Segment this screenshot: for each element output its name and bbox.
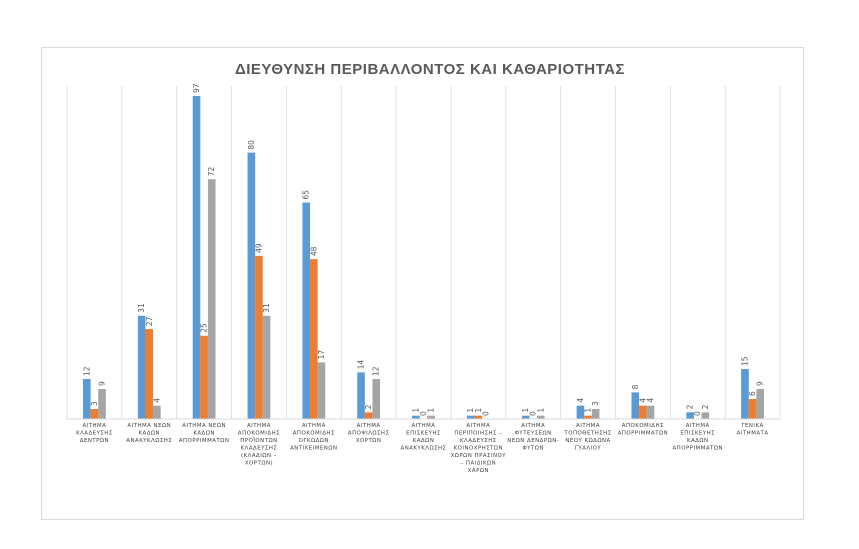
- value-label: 3: [90, 401, 99, 406]
- bar: [701, 412, 710, 419]
- category-label: ΑΙΤΗΜΑ ΑΠΟΚΟΜΙΔΗΣ ΠΡΟΪΟΝΤΩΝ ΚΛΑΔΕΥΣΗΣ (ΚΛΑΔΙ…: [238, 423, 280, 467]
- category-label: ΓΕΝΙΚΑ ΑΙΤΗΜΑΤΑ: [737, 423, 769, 437]
- value-label: 0: [529, 411, 538, 416]
- value-label: 9: [756, 381, 765, 386]
- category-label: ΑΙΤΗΜΑ ΑΠΟΚΟΜΙΔΗΣ ΟΓΚΩΔΩΝ ΑΝΤΙΚΕΙΜΕΝΩΝ: [290, 423, 337, 452]
- value-label: 31: [137, 303, 146, 313]
- value-label: 1: [411, 408, 420, 413]
- category-separators: [66, 86, 781, 419]
- bar: [302, 202, 311, 419]
- value-label: 80: [247, 140, 256, 150]
- value-label: 1: [536, 408, 545, 413]
- value-label: 15: [740, 356, 749, 366]
- chart-title: ΔΙΕΥΘΥΝΣΗ ΠΕΡΙΒΑΛΛΟΝΤΟΣ ΚΑΙ ΚΑΘΑΡΙΟΤΗΤΑΣ: [235, 61, 625, 78]
- category-label: ΑΙΤΗΜΑ ΝΕΩΝ ΚΑΔΩΝ ΑΝΑΚΥΚΛΩΣΗΣ: [126, 423, 172, 444]
- category-label: ΑΙΤΗΜΑ ΝΕΩΝ ΚΑΔΩΝ ΑΠΟΡΡΙΜΜΑΤΩΝ: [179, 423, 230, 444]
- bar: [200, 335, 208, 419]
- bar: [364, 412, 373, 419]
- bar: [310, 259, 318, 419]
- bar: [646, 405, 655, 419]
- value-label: 0: [419, 411, 428, 416]
- value-label: 14: [357, 360, 366, 370]
- bar: [536, 415, 545, 419]
- bar-chart: ΔΙΕΥΘΥΝΣΗ ΠΕΡΙΒΑΛΛΟΝΤΟΣ ΚΑΙ ΚΑΘΑΡΙΟΤΗΤΑΣ…: [66, 61, 781, 474]
- bar: [584, 415, 592, 419]
- bar: [192, 95, 201, 420]
- bar: [83, 379, 91, 419]
- bar: [756, 389, 764, 419]
- value-label: 1: [427, 408, 436, 413]
- value-label: 6: [748, 391, 757, 396]
- value-label: 97: [192, 83, 201, 93]
- bar: [466, 415, 475, 419]
- bar: [631, 392, 640, 419]
- value-label: 65: [302, 190, 311, 200]
- value-label: 1: [474, 408, 483, 413]
- value-label: 12: [82, 366, 91, 376]
- value-label: 0: [481, 411, 490, 416]
- bars-group: [83, 95, 764, 420]
- value-label: 8: [631, 384, 640, 389]
- category-label: ΑΙΤΗΜΑ ΑΠΟΨΙΛΩΣΗΣ ΧΟΡΤΩΝ: [348, 423, 390, 444]
- bar: [317, 362, 326, 419]
- bar: [748, 399, 757, 419]
- bar: [90, 409, 99, 419]
- value-label: 48: [309, 246, 318, 256]
- category-label: ΑΠΟΚΟΜΙΔΗΣ ΑΠΟΡΡΙΜΜΑΤΩΝ: [618, 423, 669, 437]
- value-label: 9: [98, 381, 107, 386]
- category-label: ΑΙΤΗΜΑ ΕΠΙΣΚΕΥΗΣ ΚΑΔΩΝ ΑΝΑΚΥΚΛΩΣΗΣ: [401, 423, 447, 452]
- value-label: 25: [200, 323, 209, 333]
- bar: [98, 389, 106, 419]
- value-label: 2: [364, 404, 373, 409]
- value-label: 72: [207, 166, 216, 176]
- value-label: 2: [701, 404, 710, 409]
- bar: [262, 315, 271, 419]
- value-label: 4: [576, 398, 585, 403]
- bar: [474, 415, 483, 419]
- value-label: 1: [521, 408, 530, 413]
- bar: [372, 379, 381, 419]
- category-label: ΑΙΤΗΜΑ ΠΕΡΙΠΟΙΗΣΗΣ – ΚΛΑΔΕΥΣΗΣ ΚΟΙΝΟΧΡΗΣΤΩΝ…: [451, 423, 507, 474]
- bar: [521, 415, 530, 419]
- value-label: 31: [262, 303, 271, 313]
- category-label: ΑΙΤΗΜΑ ΦΥΤΕΥΣΕΩΝ ΝΕΩΝ ΔΕΝΔΡΩΝ-ΦΥΤΩΝ: [507, 423, 559, 452]
- value-label: 4: [646, 398, 655, 403]
- value-label: 27: [145, 316, 154, 326]
- category-label: ΑΙΤΗΜΑ ΚΛΑΔΕΥΣΗΣ ΔΕΝΤΡΩΝ: [76, 423, 113, 444]
- category-labels-group: ΑΙΤΗΜΑ ΚΛΑΔΕΥΣΗΣ ΔΕΝΤΡΩΝ ΑΙΤΗΜΑ ΝΕΩΝ ΚΑΔΩΝ ΑΝ…: [76, 423, 768, 474]
- bar: [247, 152, 256, 419]
- value-label: 1: [466, 408, 475, 413]
- value-label: 2: [686, 404, 695, 409]
- bar: [576, 405, 585, 419]
- bar: [153, 405, 161, 419]
- bar: [357, 372, 365, 419]
- bar: [255, 255, 263, 419]
- bar: [207, 179, 216, 419]
- bar: [686, 412, 694, 419]
- bar: [137, 315, 146, 419]
- value-label: 0: [693, 411, 702, 416]
- bar: [412, 415, 420, 419]
- category-label: ΑΙΤΗΜΑ ΤΟΠΟΘΕΤΗΣΗΣ ΝΕΟΥ ΚΩΔΩΝΑ ΓΥΑΛΙΟΥ: [563, 423, 611, 452]
- value-label: 3: [591, 401, 600, 406]
- value-label: 4: [638, 398, 647, 403]
- value-label: 17: [317, 350, 326, 360]
- bar: [639, 405, 647, 419]
- chart-frame: ΔΙΕΥΘΥΝΣΗ ΠΕΡΙΒΑΛΛΟΝΤΟΣ ΚΑΙ ΚΑΘΑΡΙΟΤΗΤΑΣ…: [41, 47, 804, 520]
- value-label: 1: [584, 408, 593, 413]
- value-label: 49: [254, 243, 263, 253]
- category-label: ΑΙΤΗΜΑ ΕΠΙΣΚΕΥΗΣ ΚΑΔΩΝ ΑΠΟΡΡΙΜΜΑΤΩΝ: [672, 423, 723, 452]
- value-label: 4: [152, 398, 161, 403]
- bar: [427, 415, 435, 419]
- bar: [741, 369, 749, 419]
- value-label: 12: [372, 366, 381, 376]
- bar: [591, 409, 600, 419]
- bar: [145, 329, 154, 419]
